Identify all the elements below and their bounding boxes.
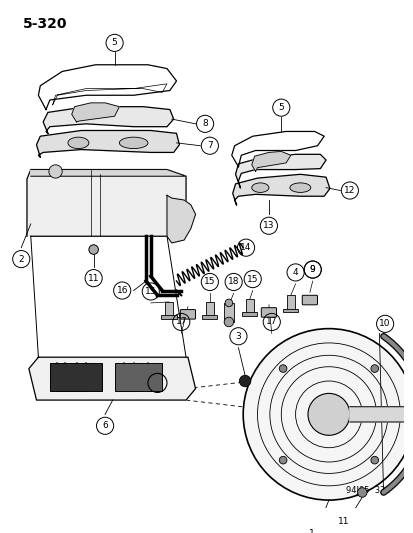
Polygon shape: [43, 107, 173, 133]
Text: 4: 4: [292, 268, 298, 277]
Text: 13: 13: [263, 221, 274, 230]
Polygon shape: [29, 357, 195, 400]
Text: 2: 2: [19, 255, 24, 264]
Text: 1: 1: [308, 529, 314, 533]
Bar: [282, 309, 298, 312]
Circle shape: [242, 329, 413, 500]
Text: 15: 15: [145, 287, 156, 296]
Bar: [206, 302, 213, 317]
Circle shape: [357, 488, 366, 497]
FancyBboxPatch shape: [261, 308, 276, 317]
Text: 6: 6: [102, 421, 108, 430]
Circle shape: [89, 245, 98, 254]
Polygon shape: [27, 169, 185, 236]
Ellipse shape: [119, 137, 147, 149]
Polygon shape: [36, 131, 179, 157]
Text: 9: 9: [309, 265, 315, 274]
Polygon shape: [251, 151, 290, 172]
Text: 14: 14: [240, 243, 251, 252]
Text: 94J05  320: 94J05 320: [345, 486, 390, 495]
Text: 18: 18: [228, 278, 239, 286]
Polygon shape: [31, 169, 185, 176]
Text: 8: 8: [202, 119, 207, 128]
Circle shape: [279, 365, 286, 373]
Text: 12: 12: [343, 186, 355, 195]
Circle shape: [239, 375, 250, 387]
Polygon shape: [71, 103, 119, 122]
FancyBboxPatch shape: [180, 310, 195, 319]
Polygon shape: [232, 174, 329, 205]
Bar: [202, 316, 217, 319]
Circle shape: [307, 393, 349, 435]
Ellipse shape: [289, 183, 310, 192]
Polygon shape: [235, 155, 325, 188]
Text: 9: 9: [309, 265, 315, 274]
Circle shape: [279, 456, 286, 464]
Text: 15: 15: [204, 278, 215, 286]
Text: 16: 16: [116, 286, 128, 295]
Text: 7: 7: [206, 141, 212, 150]
Text: 15: 15: [247, 274, 258, 284]
Ellipse shape: [251, 183, 268, 192]
Bar: [165, 302, 172, 317]
Bar: [223, 303, 233, 322]
Text: 5: 5: [278, 103, 283, 112]
Bar: [242, 312, 257, 316]
Text: 10: 10: [378, 319, 390, 328]
Polygon shape: [349, 407, 409, 422]
Circle shape: [370, 456, 377, 464]
Text: 17: 17: [175, 318, 187, 326]
Text: 5-320: 5-320: [23, 17, 67, 31]
Circle shape: [225, 299, 232, 306]
Text: 17: 17: [266, 318, 277, 326]
Circle shape: [223, 317, 233, 327]
Ellipse shape: [68, 137, 89, 149]
Circle shape: [370, 365, 377, 373]
Text: 3: 3: [235, 332, 241, 341]
Text: 11: 11: [337, 516, 348, 526]
Circle shape: [49, 165, 62, 178]
Bar: [286, 295, 294, 311]
Polygon shape: [166, 195, 195, 243]
Text: 11: 11: [88, 273, 99, 282]
FancyBboxPatch shape: [301, 295, 317, 305]
Bar: [245, 299, 253, 314]
Bar: [114, 363, 162, 392]
Polygon shape: [404, 403, 413, 426]
Bar: [50, 363, 102, 392]
Text: 5: 5: [112, 38, 117, 47]
Bar: [161, 316, 176, 319]
